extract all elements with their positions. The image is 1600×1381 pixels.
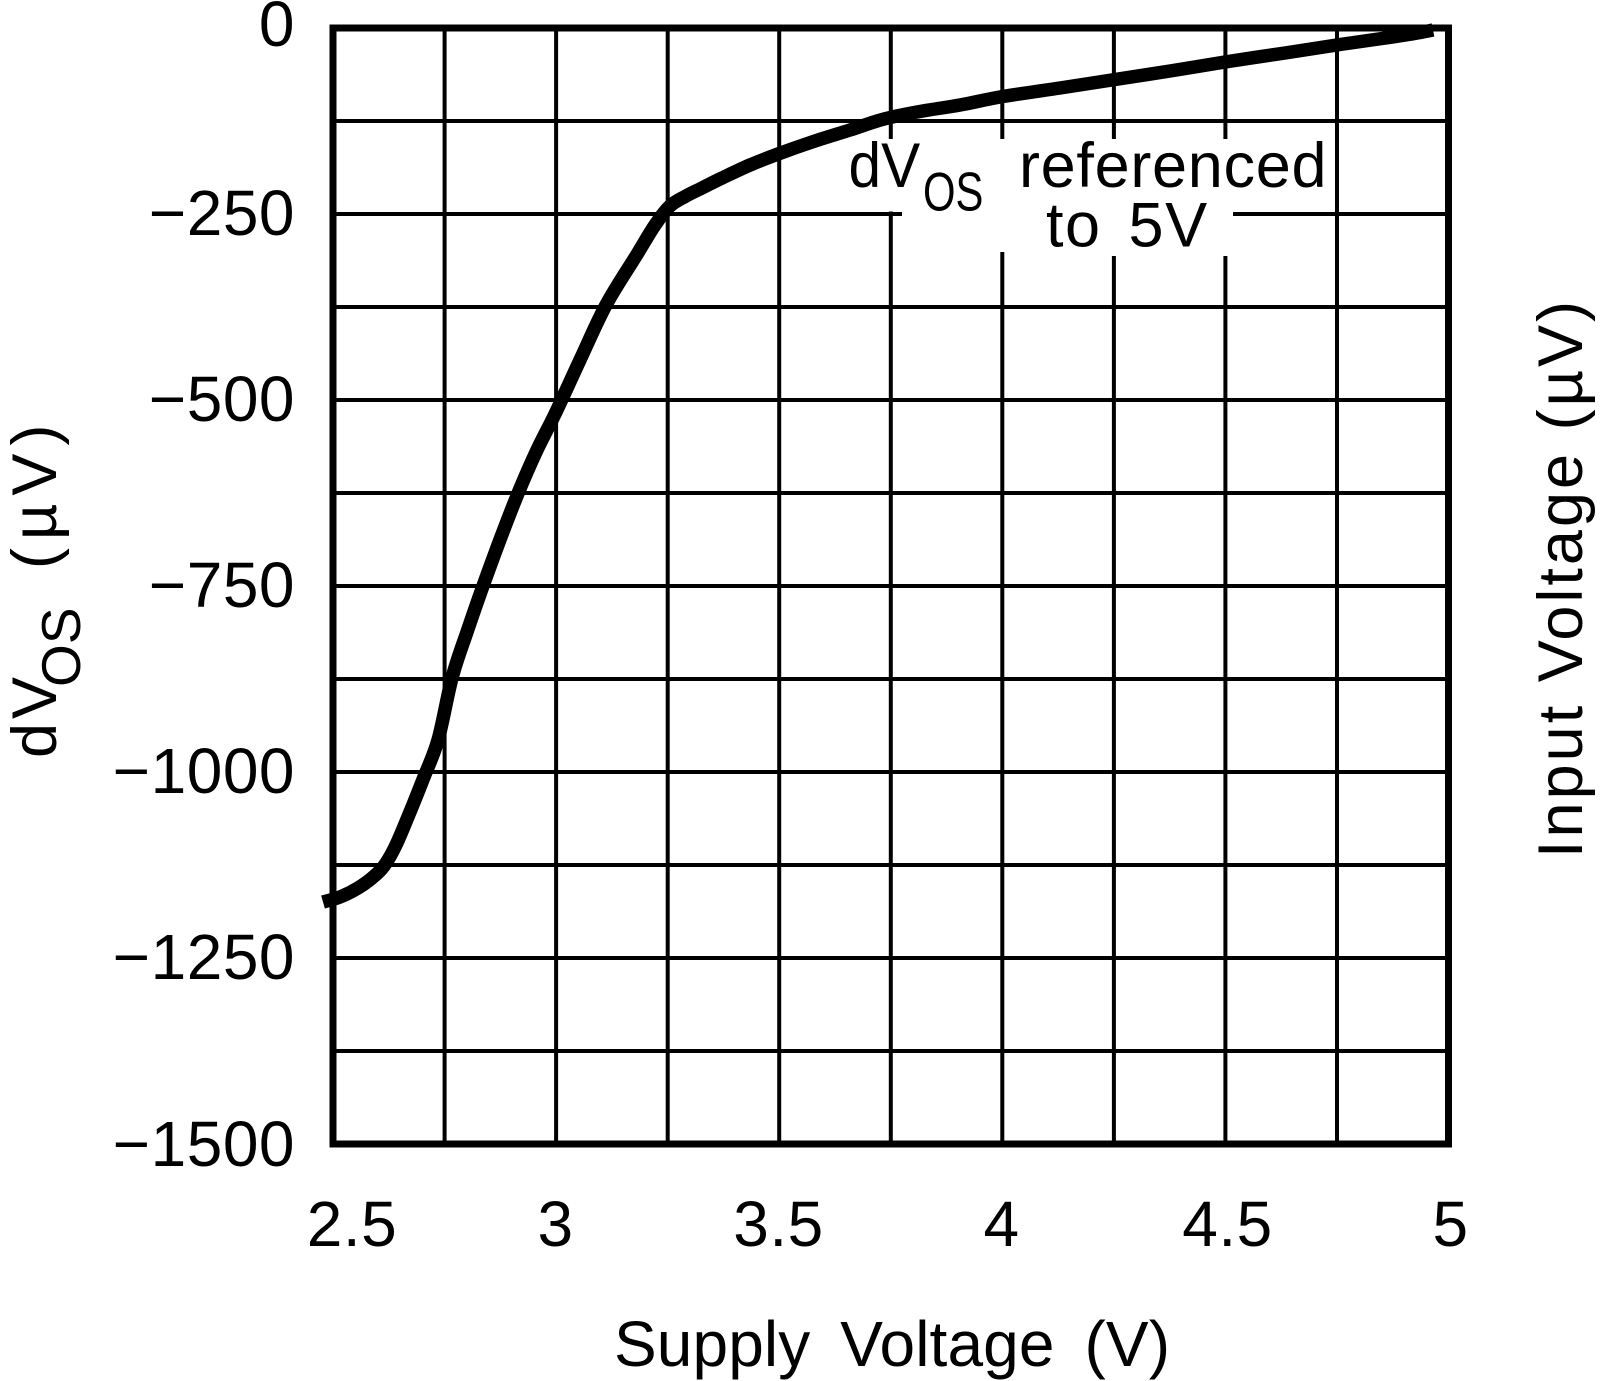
svg-text:−1500: −1500: [113, 1108, 295, 1180]
svg-text:−500: −500: [149, 363, 295, 435]
svg-text:5: 5: [1432, 1188, 1468, 1260]
svg-text:4: 4: [983, 1188, 1019, 1260]
svg-text:dV: dV: [849, 130, 921, 200]
svg-text:2.5: 2.5: [307, 1188, 397, 1260]
svg-text:−1250: −1250: [113, 921, 295, 993]
svg-text:to 5V: to 5V: [1046, 191, 1209, 261]
svg-text:OS: OS: [923, 162, 983, 223]
svg-text:referenced: referenced: [1019, 131, 1327, 201]
svg-text:3.5: 3.5: [733, 1188, 823, 1260]
svg-text:Input Voltage (µV): Input Voltage (µV): [1526, 301, 1596, 858]
svg-text:−1000: −1000: [113, 735, 295, 807]
svg-text:−750: −750: [149, 549, 295, 621]
svg-text:Supply Voltage (V): Supply Voltage (V): [614, 1308, 1170, 1380]
svg-text:0: 0: [259, 0, 295, 60]
svg-text:3: 3: [537, 1188, 573, 1260]
svg-text:−250: −250: [149, 177, 295, 249]
svg-text:4.5: 4.5: [1182, 1188, 1272, 1260]
